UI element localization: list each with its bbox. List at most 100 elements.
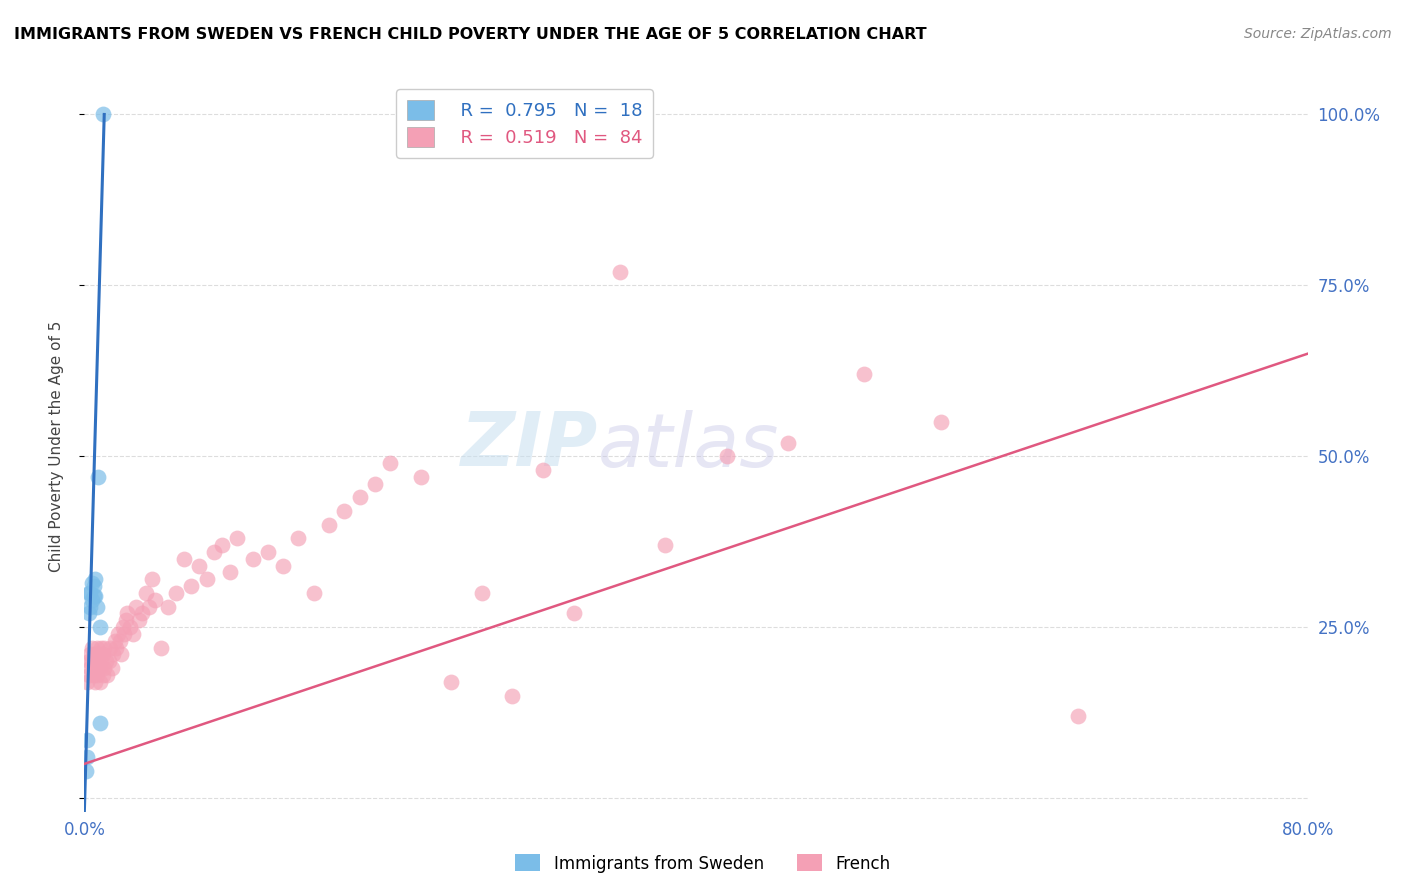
Point <box>98 640 121 655</box>
Point <box>83 668 105 682</box>
Point <box>77 586 100 600</box>
Legend:   R =  0.795   N =  18,   R =  0.519   N =  84: R = 0.795 N = 18, R = 0.519 N = 84 <box>396 89 652 158</box>
Point <box>111 620 134 634</box>
Point <box>165 586 187 600</box>
Point <box>79 586 101 600</box>
Point <box>364 476 387 491</box>
Point <box>105 640 128 655</box>
Point <box>79 661 101 675</box>
Point <box>84 572 107 586</box>
Point <box>654 538 676 552</box>
Point <box>86 599 108 614</box>
Point <box>84 590 107 604</box>
Point <box>103 648 125 662</box>
Point <box>101 661 124 675</box>
Point <box>471 586 494 600</box>
Point <box>91 648 114 662</box>
Point <box>226 531 249 545</box>
Point <box>87 469 110 483</box>
Point <box>128 613 150 627</box>
Point <box>87 648 110 662</box>
Point <box>141 572 163 586</box>
Point <box>125 599 148 614</box>
Point <box>440 674 463 689</box>
Point <box>302 586 325 600</box>
Point <box>89 715 111 730</box>
Point <box>202 545 225 559</box>
Y-axis label: Child Poverty Under the Age of 5: Child Poverty Under the Age of 5 <box>49 320 63 572</box>
Point <box>80 575 103 590</box>
Text: atlas: atlas <box>598 410 779 482</box>
Point <box>138 599 160 614</box>
Point <box>173 551 195 566</box>
Point <box>107 627 129 641</box>
Legend: Immigrants from Sweden, French: Immigrants from Sweden, French <box>509 847 897 880</box>
Point <box>75 764 97 778</box>
Point <box>77 654 100 668</box>
Point <box>188 558 211 573</box>
Point <box>93 661 115 675</box>
Point <box>242 551 264 566</box>
Point <box>333 504 356 518</box>
Point <box>94 654 117 668</box>
Point <box>287 531 309 545</box>
Point <box>76 750 98 764</box>
Point <box>91 107 114 121</box>
Point <box>157 599 180 614</box>
Point <box>89 661 111 675</box>
Point <box>79 599 101 614</box>
Point <box>409 469 432 483</box>
Point <box>104 633 127 648</box>
Point <box>93 640 115 655</box>
Point <box>84 661 107 675</box>
Point <box>1067 709 1090 723</box>
Point <box>120 620 142 634</box>
Point <box>90 654 112 668</box>
Point <box>79 648 101 662</box>
Point <box>776 435 799 450</box>
Point <box>86 640 108 655</box>
Point <box>853 368 876 382</box>
Point <box>115 607 138 621</box>
Point <box>112 627 135 641</box>
Point <box>929 415 952 429</box>
Point <box>195 572 218 586</box>
Point <box>218 566 240 580</box>
Point <box>349 490 371 504</box>
Text: ZIP: ZIP <box>461 409 598 483</box>
Point <box>76 733 98 747</box>
Point <box>77 607 100 621</box>
Point <box>84 648 107 662</box>
Point <box>96 668 118 682</box>
Point <box>257 545 280 559</box>
Text: Source: ZipAtlas.com: Source: ZipAtlas.com <box>1244 27 1392 41</box>
Point <box>380 456 402 470</box>
Point <box>211 538 233 552</box>
Point <box>149 640 172 655</box>
Point <box>89 674 111 689</box>
Point <box>271 558 294 573</box>
Point <box>143 592 166 607</box>
Point <box>502 689 524 703</box>
Point <box>84 674 107 689</box>
Point <box>716 449 738 463</box>
Point <box>110 648 132 662</box>
Point <box>609 265 631 279</box>
Point <box>122 627 145 641</box>
Point <box>86 654 108 668</box>
Point <box>80 640 103 655</box>
Point <box>108 633 131 648</box>
Point <box>83 579 105 593</box>
Point <box>135 586 157 600</box>
Point <box>180 579 202 593</box>
Point <box>83 648 105 662</box>
Point <box>83 590 105 604</box>
Point <box>318 517 340 532</box>
Point <box>89 620 111 634</box>
Point <box>80 592 103 607</box>
Point <box>131 607 153 621</box>
Point <box>76 674 98 689</box>
Point <box>562 607 585 621</box>
Text: IMMIGRANTS FROM SWEDEN VS FRENCH CHILD POVERTY UNDER THE AGE OF 5 CORRELATION CH: IMMIGRANTS FROM SWEDEN VS FRENCH CHILD P… <box>14 27 927 42</box>
Point <box>91 668 114 682</box>
